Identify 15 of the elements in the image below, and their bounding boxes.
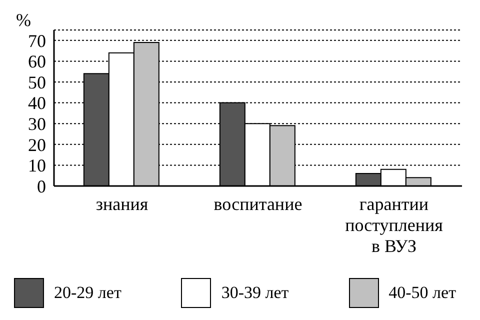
y-tick-label: 60 bbox=[28, 52, 46, 72]
legend-label: 40-50 лет bbox=[388, 283, 456, 303]
y-tick-label: 10 bbox=[28, 156, 46, 176]
y-axis-title: % bbox=[16, 10, 31, 31]
y-tick-label: 0 bbox=[37, 176, 46, 196]
x-tick-label: воспитание bbox=[214, 194, 302, 214]
y-tick-label: 20 bbox=[28, 134, 46, 155]
y-tick-label: 70 bbox=[28, 30, 46, 51]
x-tick-label: знания bbox=[96, 194, 148, 214]
y-tick-label: 40 bbox=[28, 93, 46, 114]
legend-label: 20-29 лет bbox=[54, 283, 122, 303]
y-tick-label: 50 bbox=[28, 72, 46, 92]
y-tick-label: 30 bbox=[28, 114, 46, 134]
legend-label: 30-39 лет bbox=[221, 283, 289, 303]
x-tick-label: гарантии поступления в ВУЗ bbox=[345, 194, 443, 256]
